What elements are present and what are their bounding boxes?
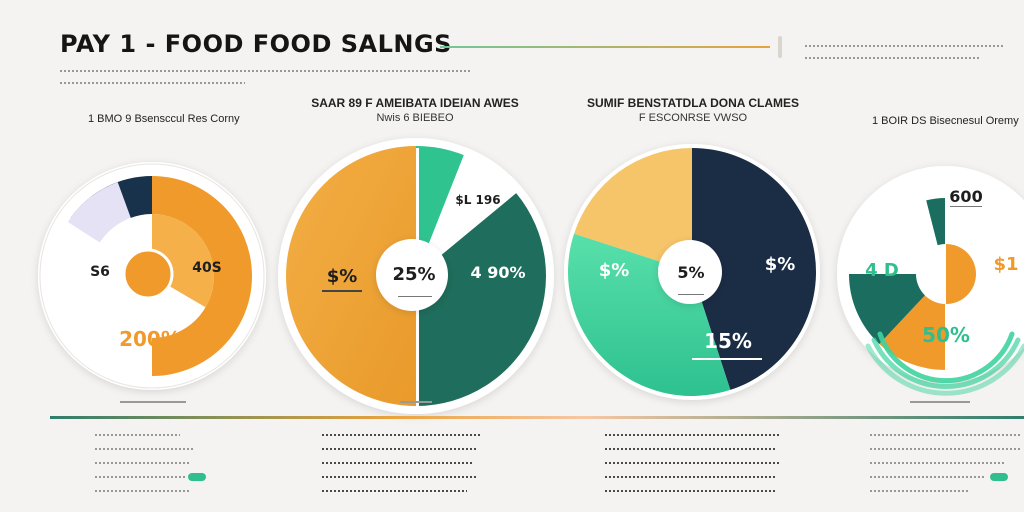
chart1-rim [39,163,265,389]
chart4-slice-3 [849,178,1024,370]
legend-col3-row5 [605,490,775,492]
legend-col2-row3 [322,462,472,464]
legend-col4-row4 [870,476,985,478]
chart3-label-2: 5% [677,263,704,282]
chart2-slice-3 [416,155,517,276]
chart1-label-3: 200% [119,327,181,351]
chart3-subheader: F ESCONRSE VWSO [638,112,748,124]
legend-col2-row1 [322,434,482,436]
chart4-caption-line [910,401,970,403]
chart4-hub-orange [946,244,976,304]
chart2-header: SAAR 89 F AMEIBATA IDEIAN AWES [311,96,519,110]
chart4-ring-arc-2 [871,337,1021,389]
chart1-hub [122,248,174,300]
chart2-label-1-underline [322,290,362,292]
chart2-label-1: $% [327,266,358,287]
chart1-label-2: 40S [192,260,222,276]
chart2-label-4: 4 90% [471,263,526,282]
footer-divider [50,416,1024,419]
header-note-line-1 [805,45,1005,47]
legend-col1-row4 [95,476,185,478]
chart3-label-3: $% [765,254,796,275]
chart4-label-1-underline [950,206,982,207]
legend-col1-toggle[interactable] [188,473,206,481]
legend-col3-row4 [605,476,775,478]
legend-col4-row2 [870,448,1020,450]
chart4-ring-arc-3 [865,343,1024,396]
chart2-subheader: Nwis 6 BIEBEO [376,112,454,124]
chart1-label-1: S6 [90,264,110,280]
chart3-label-4-underline [692,358,762,360]
legend-col4-row3 [870,462,1005,464]
chart2-label-3-underline [398,296,432,297]
chart4-label-4: 50% [922,323,970,347]
chart3-slice-1 [692,148,816,390]
legend-col1-row1 [95,434,180,436]
chart2-hub [376,239,448,311]
legend-col3-row2 [605,448,775,450]
chart2-caption-line [400,401,432,403]
subtitle-line-2 [60,82,245,84]
chart1-header: 1 BMO 9 Bsensccul Res Corny [88,113,240,125]
legend-col2-row5 [322,490,467,492]
chart4-label-2: 4 D [865,260,899,281]
legend-col3-row1 [605,434,780,436]
title-scroll-handle[interactable] [778,36,782,58]
chart2-slice-4 [416,193,546,406]
chart3-label-1: $% [599,260,630,281]
legend-col4-row1 [870,434,1020,436]
chart3-header: SUMIF BENSTATDLA DONA CLAMES [587,96,799,110]
chart2-slice-1 [286,146,416,406]
legend-col4-toggle[interactable] [990,473,1008,481]
header-note-line-2 [805,57,980,59]
legend-col2-row2 [322,448,477,450]
legend-col4-row5 [870,490,970,492]
chart4-label-1: 600 [949,187,982,206]
chart2-label-2: $L 196 [455,193,500,207]
chart4-ring-arc-1 [877,331,1015,384]
chart3-slice-3 [574,148,692,272]
title-divider [440,46,770,48]
legend-col1-row3 [95,462,190,464]
chart1-caption-line [120,401,186,403]
legend-col3-row3 [605,462,780,464]
subtitle-line-1 [60,70,470,72]
legend-col1-row2 [95,448,195,450]
chart3-hub [658,240,722,304]
chart4-label-3: $1 [993,254,1018,275]
legend-col1-row5 [95,490,190,492]
page-title: PAY 1 - FOOD FOOD SALNGS [60,30,452,58]
legend-col2-row4 [322,476,477,478]
chart2-label-3: 25% [392,264,435,285]
chart4-header: 1 BOIR DS Bisecnesul Oremy [872,115,1019,127]
chart3-label-4: 15% [704,329,752,353]
chart3-label-2-underline [678,294,704,295]
chart4-slice-2 [849,274,945,344]
